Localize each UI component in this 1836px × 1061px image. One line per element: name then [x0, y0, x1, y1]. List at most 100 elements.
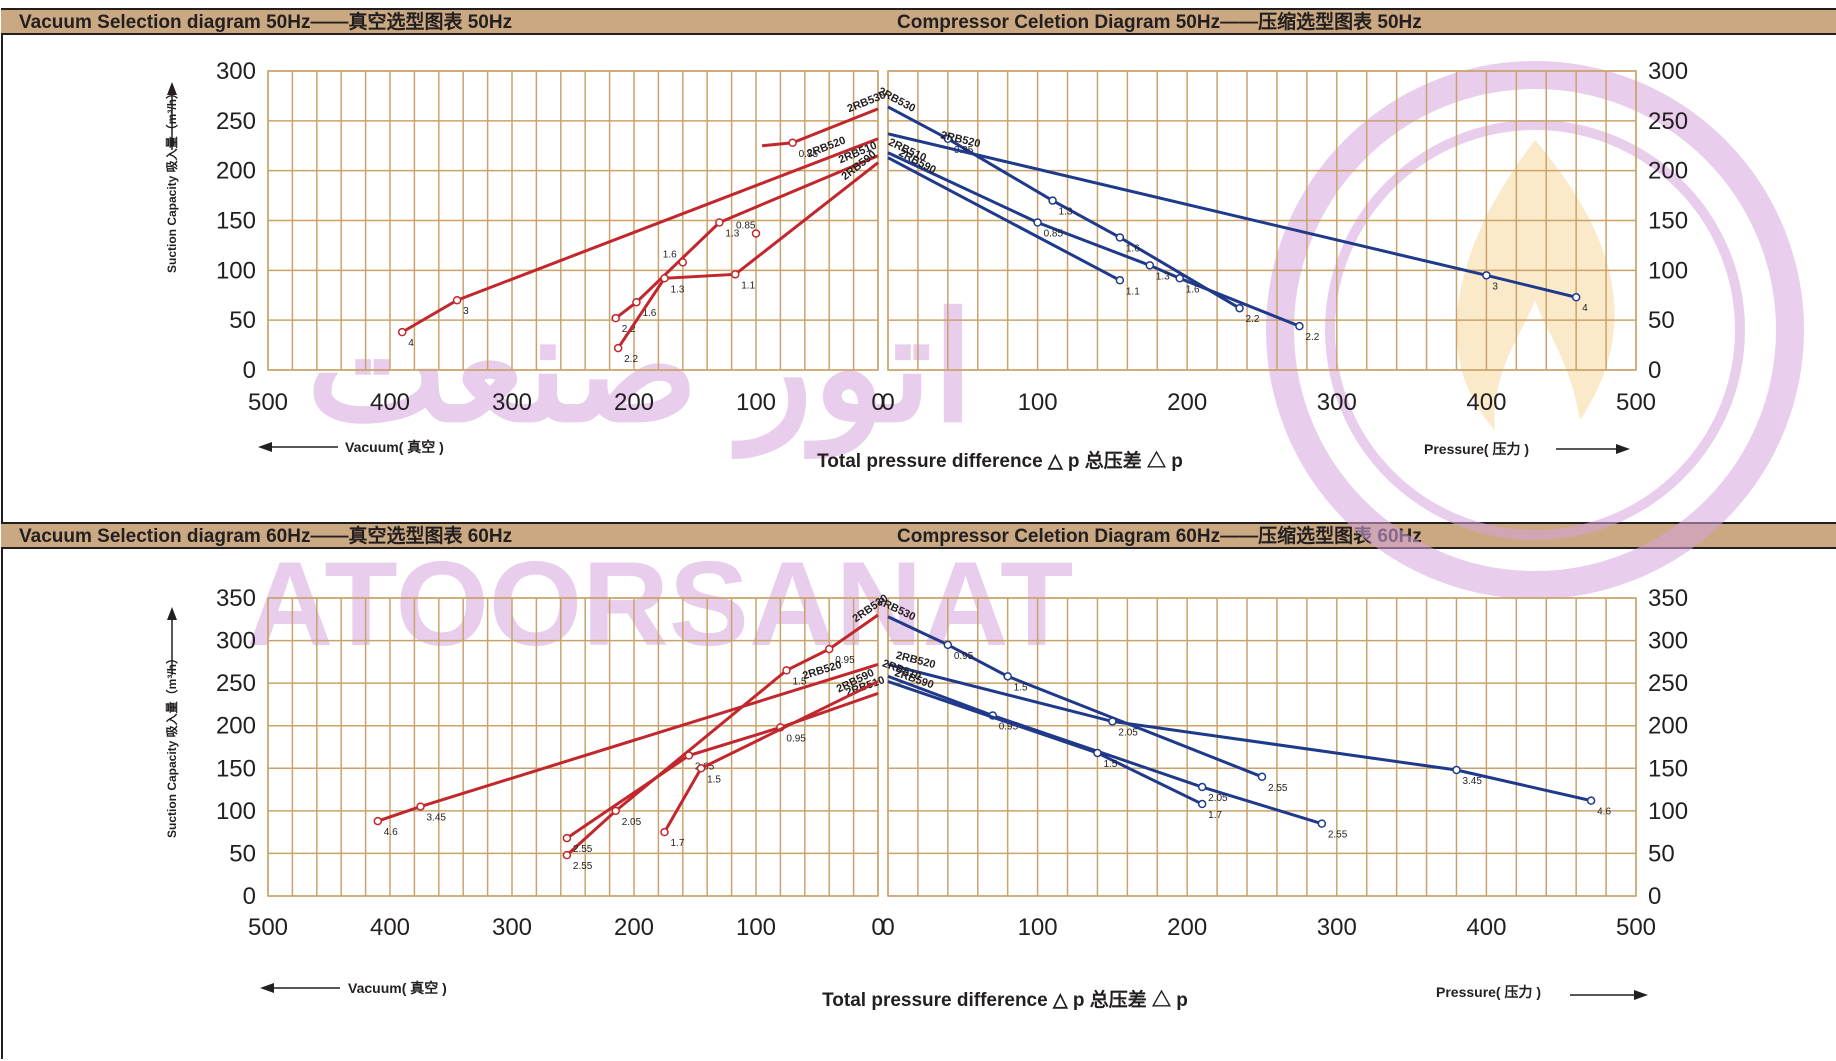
x-tick-label: 0: [881, 389, 894, 416]
x-tick-label: 0: [881, 914, 894, 941]
series-line-2rb590: [616, 161, 879, 349]
vacuum-arrow-60hz: Vacuum( 真空 ): [260, 980, 447, 996]
compressor-grid-50hz: [887, 70, 1637, 371]
x-tick-label: 100: [1018, 389, 1058, 416]
y-tick-label: 150: [1648, 755, 1688, 782]
y-tick-label: 50: [229, 840, 256, 867]
data-point: [1048, 196, 1057, 205]
x-tick-label: 400: [370, 389, 410, 416]
x-tick-label: 300: [492, 389, 532, 416]
x-tick-label: 200: [1167, 389, 1207, 416]
series-line-2rb510: [566, 691, 879, 840]
data-point: [660, 827, 669, 837]
gear-logo-icon: [1266, 61, 1804, 599]
x-tick-label: 0: [871, 914, 884, 941]
data-label: 2.05: [1118, 727, 1138, 738]
x-tick-label: 200: [1167, 914, 1207, 941]
y-tick-label: 250: [216, 108, 256, 135]
x-tick-label: 500: [248, 389, 288, 416]
y-tick-label: 0: [1648, 357, 1661, 384]
y-tick-label: 200: [216, 158, 256, 185]
x-tick-label: 300: [1317, 389, 1357, 416]
compressor-ticks-60hz: 0 50 100 150 200 250 300 350 0 100 200 300 400 500: [881, 585, 1688, 941]
vacuum-arrow-50hz: Vacuum( 真空 ): [258, 439, 444, 455]
y-tick-label: 100: [1648, 798, 1688, 825]
data-label: 4.6: [384, 827, 398, 838]
data-label: 4: [1582, 303, 1588, 314]
data-label: 3.45: [1462, 776, 1482, 787]
data-point: [678, 258, 688, 267]
y-tick-label: 150: [1648, 208, 1688, 235]
data-label: 2.2: [1305, 332, 1319, 343]
data-point: [562, 833, 572, 843]
data-point: [1257, 772, 1267, 782]
data-point: [613, 343, 623, 353]
x-axis-label-50hz: Total pressure difference △ p 总压差 △ p: [817, 449, 1183, 472]
vacuum-grid-60hz: [267, 597, 879, 897]
data-label: 2.55: [1328, 830, 1348, 841]
vacuum-title-50hz: Vacuum Selection diagram 50Hz——真空选型图表 50…: [19, 12, 513, 33]
y-tick-label: 150: [216, 208, 256, 235]
y-tick-label: 0: [243, 357, 256, 384]
data-label: 2.55: [1268, 783, 1288, 794]
series-line-2rb530: [887, 615, 1263, 779]
data-point: [632, 297, 641, 307]
series-line-2rb510: [887, 674, 1323, 826]
data-point: [1145, 261, 1155, 270]
y-axis-label-50hz: Suction Capacity 吸入量（m³/h）: [164, 87, 179, 273]
data-label: 0.95: [999, 721, 1019, 732]
y-tick-label: 200: [1648, 158, 1688, 185]
y-tick-label: 300: [216, 628, 256, 655]
data-label: 1.5: [707, 774, 721, 785]
plot-border: [267, 70, 879, 371]
y-tick-label: 0: [1648, 883, 1661, 910]
y-axis-label-60hz: Suction Capacity 吸入量（m³/h）: [164, 652, 179, 838]
data-point: [1586, 796, 1596, 805]
series-line-2rb590: [887, 156, 1121, 282]
series-line-2rb530: [761, 107, 879, 148]
compressor-ticks-50hz: 0 50 100 150 200 250 300 0 100 200 300 400 500: [881, 58, 1688, 416]
data-label: 0.95: [786, 733, 806, 744]
data-label: 1.1: [741, 280, 755, 291]
x-tick-label: 100: [1018, 914, 1058, 941]
y-tick-label: 50: [1648, 840, 1675, 867]
data-point: [611, 806, 620, 816]
data-label: 2.2: [1246, 314, 1260, 325]
x-tick-label: 200: [614, 389, 654, 416]
data-point: [1482, 271, 1491, 280]
plot-border: [887, 70, 1637, 371]
data-point: [751, 229, 761, 238]
watermark: اتور صنعت ATOORSANAT: [247, 61, 1804, 671]
data-label: 2.05: [1208, 793, 1228, 804]
compressor-grid-60hz: [887, 597, 1637, 897]
y-tick-label: 100: [1648, 257, 1688, 284]
vacuum-series-50hz: 2RB5300.852RB520432RB5102.21.61.32RB5902…: [397, 89, 888, 365]
data-point: [1197, 782, 1207, 792]
data-point: [1175, 274, 1184, 283]
x-tick-label: 500: [248, 914, 288, 941]
data-point: [1108, 717, 1117, 726]
data-point: [1033, 218, 1042, 227]
data-point: [1235, 303, 1244, 313]
pressure-arrow-50hz: Pressure( 压力 ): [1424, 441, 1630, 457]
x-tick-label: 400: [1466, 914, 1506, 941]
data-point: [782, 666, 791, 675]
series-line-2rb520: [887, 132, 1577, 299]
data-point: [943, 134, 953, 144]
data-label: 1.3: [1059, 207, 1073, 218]
watermark-latin: ATOORSANAT: [247, 537, 1074, 671]
y-tick-label: 300: [1648, 58, 1688, 85]
data-label: 1.7: [671, 838, 685, 849]
data-point: [731, 270, 740, 279]
y-tick-label: 50: [229, 307, 256, 334]
x-tick-label: 300: [1317, 914, 1357, 941]
data-label: 1.6: [1126, 243, 1140, 254]
vacuum-grid-50hz: [267, 70, 879, 371]
data-point: [1571, 292, 1581, 302]
data-label: 2.2: [624, 354, 638, 365]
data-point: [611, 313, 620, 323]
